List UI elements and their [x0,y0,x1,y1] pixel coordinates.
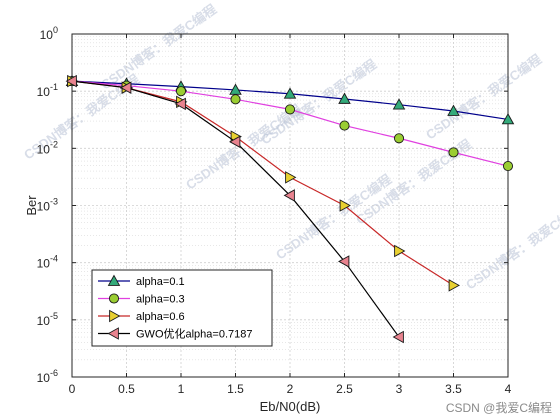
data-point [283,189,295,202]
x-tick-label: 3.5 [445,382,462,396]
legend-label: GWO优化alpha=0.7187 [136,327,252,341]
x-tick-label: 4 [505,382,512,396]
data-point [338,92,351,104]
data-point [501,113,515,125]
watermark-layer: CSDN博客：我爱C编程CSDN博客：我爱C编程CSDN博客：我爱C编程CSDN… [21,1,560,292]
x-tick-label: 2.5 [336,382,353,396]
legend-label: alpha=0.6 [136,311,185,323]
watermark-text: CSDN博客：我爱C编程 [463,201,560,292]
legend-item: GWO优化alpha=0.7187 [98,327,252,341]
legend-items: alpha=0.1 alpha=0.3 alpha=0.6 GWO优化alpha=0.… [98,274,252,341]
data-point [230,94,241,105]
credit-watermark: CSDN @我爱C编程 [446,400,552,415]
x-axis-ticks: 0 0.5 1 1.5 2 2.5 3 3.5 4 [69,34,512,396]
data-point [65,74,77,88]
y-tick-label: 10-6 [37,368,58,385]
y-axis-ticks: 10-6 10-5 10-4 10-3 10-2 10-1 100 [37,25,508,385]
data-point [447,104,460,116]
y-axis-label: Ber [24,195,39,216]
legend-label: alpha=0.1 [136,276,185,288]
data-point [502,160,514,172]
legend-marker [108,293,120,304]
data-point [339,120,350,131]
legend-item: alpha=0.3 [98,293,185,306]
data-point [174,97,186,111]
series-layer [65,74,515,344]
data-point [448,147,459,158]
x-tick-label: 3 [396,382,403,396]
data-point [393,133,405,144]
data-point [338,255,350,268]
legend-marker [107,274,121,286]
x-axis-label: Eb/N0(dB) [260,399,321,414]
legend-marker [109,309,121,323]
data-point [448,279,460,292]
data-point [285,171,297,184]
x-tick-label: 0 [69,382,76,396]
x-tick-label: 1 [178,382,185,396]
legend-item: alpha=0.1 [98,274,185,288]
data-point [392,330,404,344]
x-tick-label: 1.5 [227,382,244,396]
data-point [392,98,406,110]
y-tick-label: 10-5 [37,311,58,328]
series-4 [65,74,404,344]
data-point [120,81,132,94]
data-point [283,87,297,99]
data-point [229,135,241,149]
data-point [175,86,187,97]
legend-marker [107,327,119,340]
watermark-text: CSDN博客：我爱C编程 [258,56,379,147]
y-tick-label: 10-3 [37,197,58,214]
y-tick-label: 100 [40,25,58,42]
y-tick-label: 10-2 [37,139,58,156]
y-tick-label: 10-4 [37,254,58,271]
watermark-text: CSDN博客：我爱C编程 [98,1,219,92]
data-point [339,199,351,212]
x-tick-label: 0.5 [118,382,135,396]
legend-label: alpha=0.3 [136,294,185,306]
data-point [394,244,406,258]
legend: alpha=0.1 alpha=0.3 alpha=0.6 GWO优化alpha=0.… [91,269,273,347]
x-tick-label: 2 [287,382,294,396]
legend-item: alpha=0.6 [98,309,185,323]
data-point [284,104,296,115]
y-tick-label: 10-1 [37,82,58,99]
